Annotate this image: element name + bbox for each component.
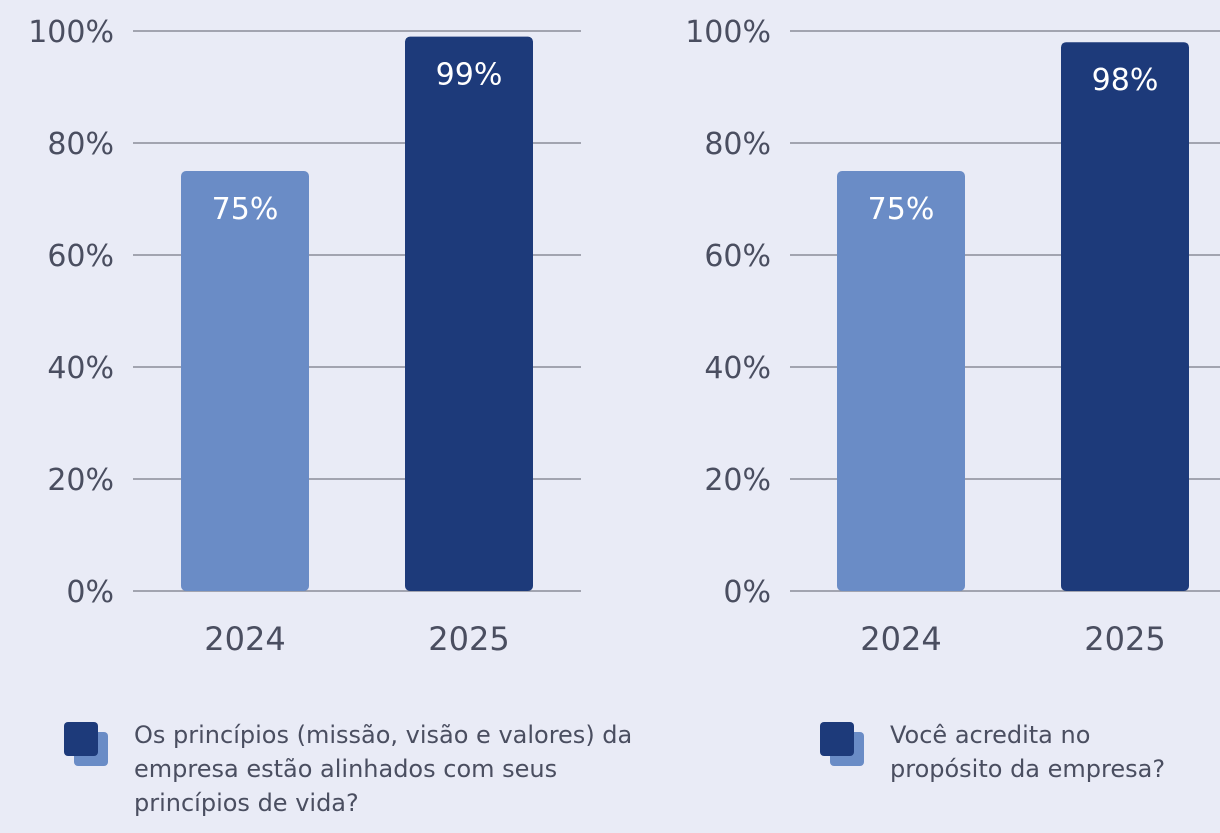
- data-label: 75%: [868, 192, 935, 227]
- legend-2-text: Você acredita no propósito da empresa?: [890, 721, 1166, 783]
- legend-1-text: Os princípios (missão, visão e valores) …: [134, 721, 633, 817]
- chart-2: 0% 20% 40% 60% 80% 100% 75% 2024 98% 2025: [685, 15, 1220, 658]
- bar-2025: [1061, 42, 1189, 591]
- y-tick-label: 80%: [704, 127, 771, 162]
- y-tick-label: 60%: [47, 239, 114, 274]
- x-tick-label: 2025: [428, 620, 509, 658]
- y-tick-label: 20%: [47, 463, 114, 498]
- legend-1: Os princípios (missão, visão e valores) …: [64, 718, 664, 820]
- data-label: 98%: [1092, 63, 1159, 98]
- bar-2025: [405, 36, 533, 592]
- data-label: 75%: [212, 192, 279, 227]
- chart-1: 0% 20% 40% 60% 80% 100% 75% 2024 99% 2025: [28, 15, 581, 658]
- y-tick-label: 100%: [28, 15, 114, 50]
- legend-swatch-icon: [820, 722, 868, 770]
- x-tick-label: 2024: [860, 620, 941, 658]
- x-tick-label: 2024: [204, 620, 285, 658]
- legend-swatch-icon: [64, 722, 112, 770]
- y-tick-label: 60%: [704, 239, 771, 274]
- legend-2: Você acredita no propósito da empresa?: [820, 718, 1200, 786]
- y-tick-label: 40%: [704, 351, 771, 386]
- x-tick-label: 2025: [1084, 620, 1165, 658]
- y-tick-label: 0%: [66, 575, 114, 610]
- y-tick-label: 100%: [685, 15, 771, 50]
- y-tick-label: 40%: [47, 351, 114, 386]
- data-label: 99%: [436, 58, 503, 93]
- y-tick-label: 0%: [723, 575, 771, 610]
- bar-2024: [181, 171, 309, 591]
- y-tick-label: 80%: [47, 127, 114, 162]
- y-tick-label: 20%: [704, 463, 771, 498]
- bar-2024: [837, 171, 965, 591]
